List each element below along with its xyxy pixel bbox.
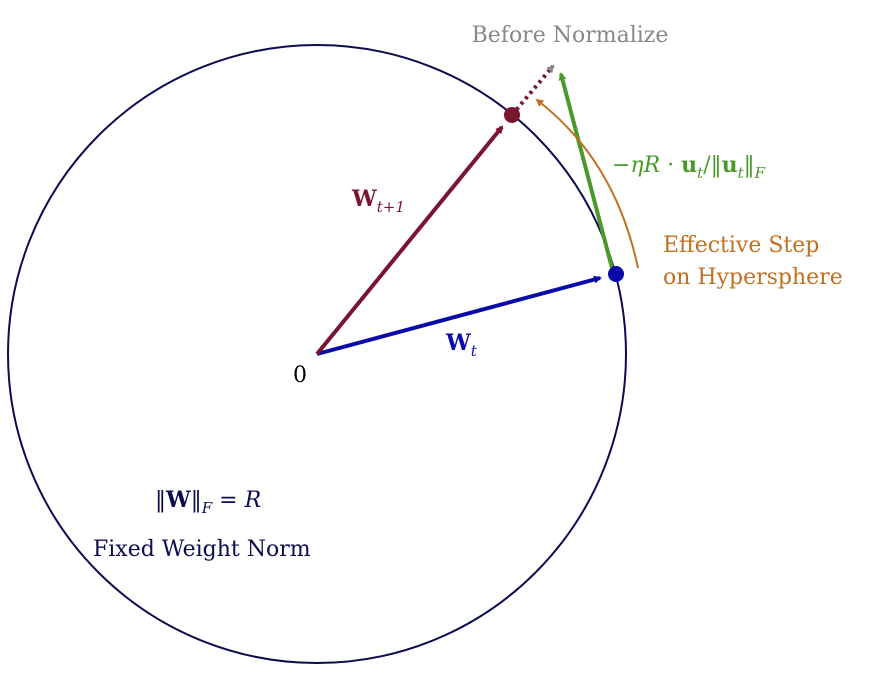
text-segment: = xyxy=(212,488,244,513)
w-next-label: Wt+1 xyxy=(351,186,405,216)
text-segment: ‖ xyxy=(191,488,202,513)
text-segment: W xyxy=(351,186,377,212)
hypersphere xyxy=(7,44,627,664)
text-segment: R xyxy=(244,488,262,513)
w-t-label: Wt xyxy=(445,330,478,360)
text-segment: −ηR · xyxy=(612,153,681,178)
text-segment: t xyxy=(738,164,745,182)
norm-formula: ‖W‖F = R xyxy=(155,487,261,517)
step-vector xyxy=(558,72,614,269)
text-segment: u xyxy=(722,152,738,178)
text-segment: ‖ xyxy=(155,488,166,513)
text-segment: W xyxy=(165,487,191,513)
w-next-point xyxy=(504,107,520,123)
before-normalize-label: Before Normalize xyxy=(472,23,669,48)
w-next-vector xyxy=(315,125,504,356)
text-segment: F xyxy=(754,164,766,182)
text-segment: /‖ xyxy=(703,153,721,178)
effective-arc xyxy=(535,98,639,269)
text-segment: t xyxy=(697,164,704,182)
w-t-point xyxy=(608,266,624,282)
effective-step-line1: Effective Step xyxy=(663,233,819,258)
text-segment: ‖ xyxy=(744,153,755,178)
fixed-norm-label: Fixed Weight Norm xyxy=(93,537,311,562)
text-segment: F xyxy=(201,499,213,517)
origin-label: 0 xyxy=(293,363,307,388)
text-segment: W xyxy=(445,330,471,356)
text-segment: t+1 xyxy=(377,198,405,216)
effective-step-line2: on Hypersphere xyxy=(663,265,843,290)
w-t-vector xyxy=(316,275,602,356)
text-segment: t xyxy=(471,342,478,360)
text-segment: u xyxy=(681,152,697,178)
step-formula: −ηR · ut/‖ut‖F xyxy=(612,152,766,182)
